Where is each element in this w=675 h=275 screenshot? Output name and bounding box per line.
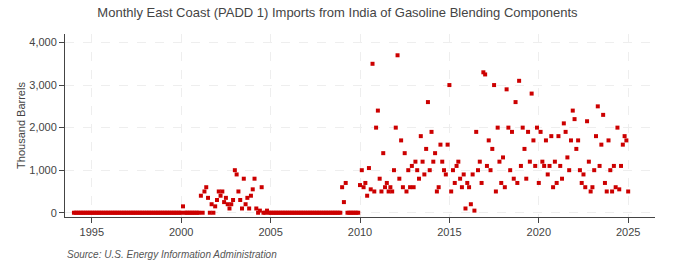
svg-text:Monthly East Coast (PADD 1) Im: Monthly East Coast (PADD 1) Imports from…	[97, 5, 578, 20]
svg-text:4,000: 4,000	[29, 36, 57, 48]
svg-text:2025: 2025	[616, 226, 640, 238]
svg-text:Thousand Barrels: Thousand Barrels	[15, 82, 27, 169]
svg-text:1,000: 1,000	[29, 164, 57, 176]
svg-text:1995: 1995	[80, 226, 104, 238]
svg-text:2000: 2000	[169, 226, 193, 238]
svg-text:2020: 2020	[527, 226, 551, 238]
svg-text:2,000: 2,000	[29, 121, 57, 133]
svg-text:2005: 2005	[258, 226, 282, 238]
svg-text:3,000: 3,000	[29, 79, 57, 91]
svg-text:0: 0	[51, 207, 57, 219]
svg-text:Source: U.S. Energy Informatio: Source: U.S. Energy Information Administ…	[67, 249, 277, 260]
svg-text:2010: 2010	[348, 226, 372, 238]
svg-text:2015: 2015	[437, 226, 461, 238]
